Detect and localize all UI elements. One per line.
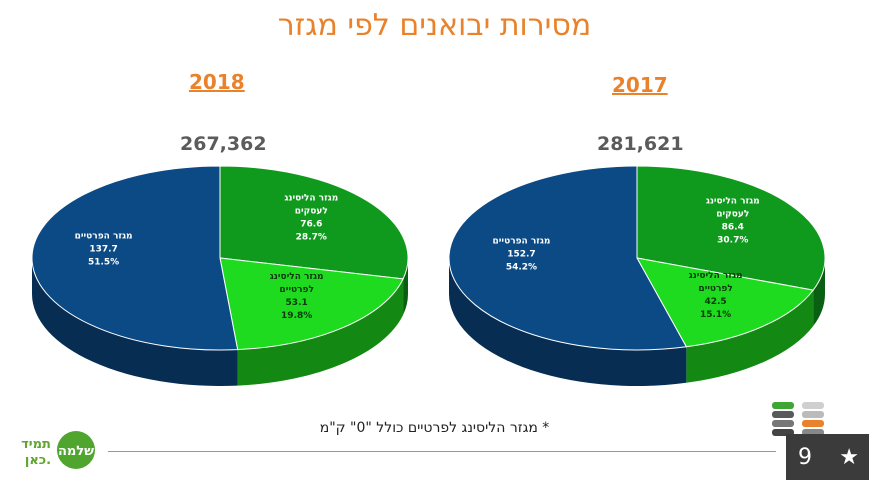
pie-slice-label-line: לעסקים [716, 209, 749, 219]
pie-slice-label-line: מגזר הליסינג [706, 196, 760, 206]
pie-side-wall [449, 258, 687, 386]
slide-number-badge: 9 ★ [786, 434, 869, 480]
pie-slice-label-line: 54.2% [506, 263, 537, 273]
chart-2017-year: 2017 [612, 73, 668, 97]
pie-slice-label-line: 42.5 [704, 297, 726, 307]
pie-slice-label-line: 30.7% [717, 235, 748, 245]
pie-slice-label: מגזר הפרטיים 152.7 54.2% [493, 237, 551, 273]
pie-slice-label: מגזר הליסינג לעסקים 76.6 28.7% [284, 194, 338, 243]
pie-slice [636, 257, 815, 348]
pie-slice-label-line: מגזר הליסינג [689, 271, 743, 281]
pie-slice-label-line: 19.8% [281, 311, 312, 321]
pie-side-wall [686, 290, 814, 383]
pie-slice-label-line: מגזר הליסינג [284, 194, 338, 204]
logo-circle [57, 431, 95, 469]
pie-slice [636, 165, 826, 291]
pie-slice [219, 257, 404, 351]
pie-slice-label-line: לעסקים [295, 207, 328, 217]
pie-slice-label-line: מגזר הליסינג [270, 272, 324, 282]
chart-2017-total: 281,621 [597, 133, 684, 155]
pie-slice [31, 165, 239, 351]
footnote: * מגזר הליסינג לפרטיים כולל "0" ק"מ [319, 420, 550, 436]
pie-slice-label-line: 28.7% [296, 233, 327, 243]
brand-logo: תמיד כאן. שלמה [16, 430, 98, 474]
pie-side-wall [32, 258, 238, 386]
pie-side-wall [403, 258, 408, 315]
chart-2018-total: 267,362 [180, 133, 267, 155]
pie-slice-label: מגזר הפרטיים 137.7 51.5% [75, 232, 133, 268]
pie-slice-label-line: 137.7 [89, 245, 117, 255]
pie-slice [448, 165, 688, 351]
page-title: מסירות יבואנים לפי מגזר [277, 8, 592, 43]
pie-chart-2017: מגזר הליסינג לעסקים 86.4 30.7% מגזר הליסינג ל… [448, 165, 826, 386]
pie-slice-label-line: לפרטיים [698, 284, 732, 294]
pie-slice-label-line: מגזר הפרטיים [493, 237, 551, 247]
pie-slice-label: מגזר הליסינג לפרטיים 42.5 15.1% [689, 271, 743, 320]
pie-slice-label: מגזר הליסינג לפרטיים 53.1 19.8% [270, 272, 324, 321]
pie-chart-2018: מגזר הליסינג לעסקים 76.6 28.7% מגזר הליסינג ל… [31, 165, 409, 386]
pie-side-wall [237, 278, 404, 386]
pie-slice-label-line: 86.4 [722, 222, 744, 232]
slide-number: 9 [798, 444, 812, 470]
star-icon: ★ [839, 444, 859, 470]
logo-circle-text: שלמה [58, 444, 94, 459]
pie-slice-label-line: 51.5% [88, 258, 119, 268]
logo-tagline-2: כאן. [25, 453, 51, 468]
pie-slice-label-line: לפרטיים [279, 285, 313, 295]
pie-slice-label-line: 53.1 [286, 298, 308, 308]
pie-slice-label-line: 15.1% [700, 310, 731, 320]
pie-slice-label-line: 76.6 [300, 220, 322, 230]
logo-tagline-1: תמיד [21, 437, 51, 452]
pie-slice-label-line: 152.7 [507, 250, 535, 260]
chart-2018-year: 2018 [189, 70, 245, 94]
pie-slice-label: מגזר הליסינג לעסקים 86.4 30.7% [706, 196, 760, 245]
pie-slice-label-line: מגזר הפרטיים [75, 232, 133, 242]
pie-slice [219, 165, 409, 280]
brand-logo-graphic: תמיד כאן. שלמה [21, 431, 95, 469]
footer-divider [108, 451, 776, 452]
